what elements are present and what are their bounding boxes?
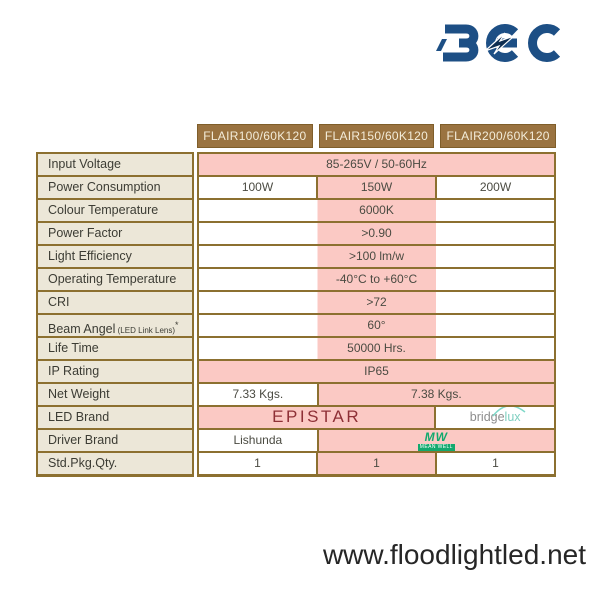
table-row: 100W 150W 200W <box>199 175 554 198</box>
spec-value-cell: 200W <box>435 177 554 198</box>
table-row: 7.33 Kgs. 7.38 Kgs. <box>199 382 554 405</box>
spec-value-cell: 1 <box>435 453 554 474</box>
row-label-asterisk: * <box>175 320 179 330</box>
spec-value-cell: -40°C to +60°C <box>199 269 554 290</box>
table-row: -40°C to +60°C <box>199 267 554 290</box>
spec-value-cell: 6000K <box>199 200 554 221</box>
spec-value-cell: 1 <box>199 453 316 474</box>
meanwell-cell: MW MEAN WELL <box>316 430 554 451</box>
column-header-2: FLAIR200/60K120 <box>440 124 557 148</box>
row-label: Net Weight <box>38 382 192 405</box>
spec-value-cell: 150W <box>316 177 435 198</box>
row-label: IP Rating <box>38 359 192 382</box>
row-label-small: (LED Link Lens) <box>115 326 176 336</box>
spec-body: Input Voltage Power Consumption Colour Tem… <box>36 152 556 477</box>
bec-logo: BEC <box>436 24 561 62</box>
lightning-bolt-icon <box>484 32 515 55</box>
row-label: Power Factor <box>38 221 192 244</box>
meanwell-abbr: MW <box>424 430 448 444</box>
row-label: Std.Pkg.Qty. <box>38 451 192 474</box>
table-row: >100 lm/w <box>199 244 554 267</box>
row-label: Driver Brand <box>38 428 192 451</box>
logo-slash-mark <box>436 39 447 51</box>
row-label: Light Efficiency <box>38 244 192 267</box>
table-row: 60° <box>199 313 554 336</box>
row-label: Power Consumption <box>38 175 192 198</box>
spec-value-cell: >0.90 <box>199 223 554 244</box>
bridgelux-logo: bridgelux <box>469 407 525 427</box>
bridgelux-cell: bridgelux <box>434 407 554 428</box>
table-row: 6000K <box>199 198 554 221</box>
bridgelux-text: bridge <box>469 410 505 424</box>
spec-label-column: Input Voltage Power Consumption Colour Tem… <box>36 152 194 477</box>
spec-value-cell: EPISTAR <box>199 407 435 428</box>
meanwell-logo: MW MEAN WELL <box>417 430 455 451</box>
spec-value-cell: 85-265V / 50-60Hz <box>199 154 554 175</box>
row-label: Input Voltage <box>48 157 121 171</box>
bridgelux-lux-text: lux <box>504 410 521 424</box>
meanwell-name-badge: MEAN WELL <box>417 444 455 451</box>
row-label: Beam Angel (LED Link Lens)* <box>38 313 192 336</box>
table-row: >0.90 <box>199 221 554 244</box>
table-row: Lishunda MW MEAN WELL <box>199 428 554 451</box>
spec-value-cell: 50000 Hrs. <box>199 338 554 359</box>
spec-value-cell: >72 <box>199 292 554 313</box>
table-row: 50000 Hrs. <box>199 336 554 359</box>
row-label: Colour Temperature <box>38 198 192 221</box>
column-header-0: FLAIR100/60K120 <box>197 124 313 148</box>
spec-value-cell: 7.38 Kgs. <box>316 384 554 405</box>
table-row: IP65 <box>199 359 554 382</box>
table-row: >72 <box>199 290 554 313</box>
spec-value-grid: 85-265V / 50-60Hz 100W 150W 200W 6000K >0.90 >… <box>197 152 556 477</box>
spec-value-cell: >100 lm/w <box>199 246 554 267</box>
spec-value-cell: IP65 <box>199 361 554 382</box>
row-label: Life Time <box>38 336 192 359</box>
row-label: CRI <box>38 290 192 313</box>
footer-url: www.floodlightled.net <box>322 539 586 570</box>
spec-value-cell: 1 <box>316 453 435 474</box>
table-row: 85-265V / 50-60Hz <box>199 154 554 175</box>
row-label: LED Brand <box>38 405 192 428</box>
spec-value-cell: 60° <box>199 315 554 336</box>
spec-header-row: FLAIR100/60K120 FLAIR150/60K120 FLAIR200/6… <box>197 124 557 148</box>
row-label: Operating Temperature <box>38 267 192 290</box>
table-row: EPISTAR bridgelux <box>199 405 554 428</box>
spec-value-cell: 100W <box>199 177 316 198</box>
spec-value-cell: 7.33 Kgs. <box>199 384 317 405</box>
spec-table: FLAIR100/60K120 FLAIR150/60K120 FLAIR200/6… <box>36 124 557 477</box>
spec-value-cell: Lishunda <box>199 430 317 451</box>
column-header-1: FLAIR150/60K120 <box>318 124 435 148</box>
